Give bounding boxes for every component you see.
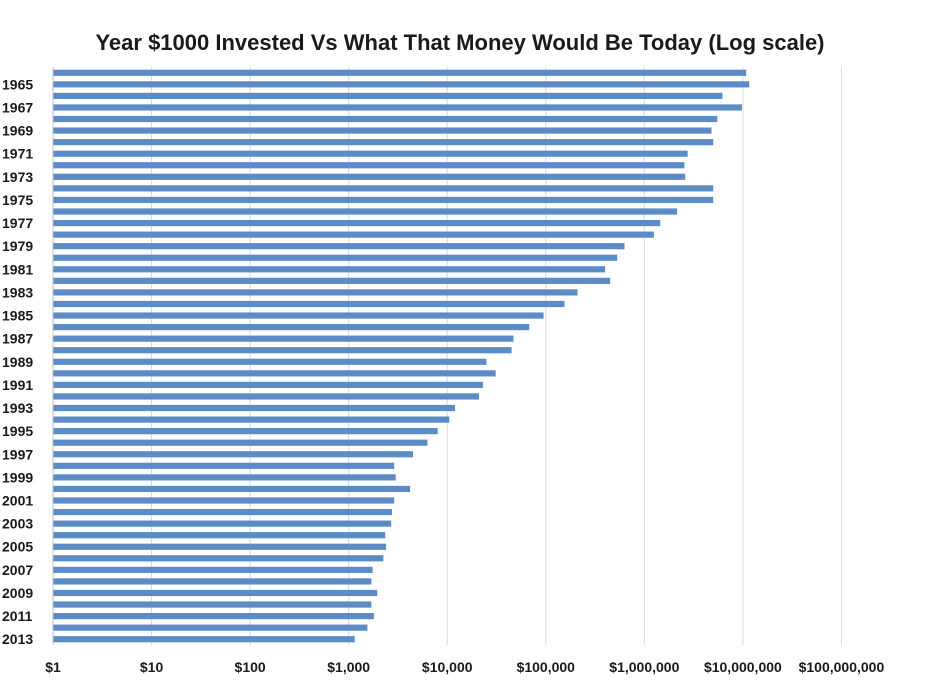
bar-1977 <box>53 219 661 227</box>
bar-1989 <box>53 358 487 365</box>
bar-1980 <box>53 254 618 261</box>
x-tick-label: $10 <box>140 659 164 675</box>
y-tick-label: 1995 <box>2 423 33 439</box>
bar-1997 <box>53 451 414 458</box>
bar-2000 <box>53 485 411 493</box>
bar-1979 <box>53 243 625 250</box>
y-tick-label: 1979 <box>2 238 33 254</box>
bar-1981 <box>53 266 606 273</box>
bar-1964 <box>53 69 747 76</box>
bar-1998 <box>53 462 395 469</box>
y-tick-label: 1991 <box>2 377 33 393</box>
x-tick-label: $100,000 <box>517 659 576 675</box>
bar-1988 <box>53 347 512 354</box>
y-tick-label: 1965 <box>2 76 33 92</box>
y-tick-label: 2001 <box>2 493 33 509</box>
bar-1990 <box>53 370 496 377</box>
bar-1974 <box>53 185 714 192</box>
y-tick-label: 2007 <box>2 562 33 578</box>
y-tick-label: 1985 <box>2 308 33 324</box>
y-tick-label: 2003 <box>2 516 33 532</box>
y-tick-label: 1977 <box>2 215 33 231</box>
bar-2012 <box>53 624 368 631</box>
bar-1995 <box>53 428 438 435</box>
bar-2008 <box>53 578 372 585</box>
bar-1975 <box>53 196 714 204</box>
bar-1978 <box>53 231 654 238</box>
y-tick-label: 2013 <box>2 631 33 647</box>
y-tick-label: 1993 <box>2 400 33 416</box>
bar-1970 <box>53 139 714 146</box>
bar-2001 <box>53 497 395 504</box>
x-tick-label: $100,000,000 <box>799 659 885 675</box>
bar-1966 <box>53 92 723 99</box>
bar-1996 <box>53 439 428 446</box>
bar-1991 <box>53 381 483 388</box>
bar-1973 <box>53 173 686 180</box>
bar-1993 <box>53 404 456 412</box>
y-tick-label: 1981 <box>2 261 33 277</box>
bar-2009 <box>53 589 378 597</box>
y-tick-label: 1989 <box>2 354 33 370</box>
y-tick-label: 1971 <box>2 146 33 162</box>
bar-1986 <box>53 324 530 331</box>
bar-1984 <box>53 300 565 308</box>
bar-1968 <box>53 115 718 123</box>
x-axis-labels: $1 $10 $100 $1,000 $10,000 $100,000 $1,000,000… <box>45 659 884 675</box>
bar-2002 <box>53 508 392 516</box>
y-tick-label: 2005 <box>2 539 33 555</box>
y-tick-label: 1983 <box>2 284 33 300</box>
bar-2007 <box>53 566 373 573</box>
bar-1972 <box>53 162 685 169</box>
y-tick-label: 2011 <box>2 608 33 624</box>
y-tick-label: 1975 <box>2 192 33 208</box>
y-tick-label: 1967 <box>2 99 33 115</box>
bar-2010 <box>53 601 372 608</box>
bar-1992 <box>53 393 479 400</box>
bar-2006 <box>53 555 384 562</box>
bar-1976 <box>53 208 678 215</box>
bar-1999 <box>53 474 396 481</box>
y-tick-label: 1997 <box>2 446 33 462</box>
x-tick-label: $100 <box>235 659 266 675</box>
bar-1994 <box>53 416 450 423</box>
x-tick-label: $1,000 <box>327 659 370 675</box>
bar-2013 <box>53 636 355 643</box>
y-tick-label: 1973 <box>2 169 33 185</box>
bar-2005 <box>53 543 387 550</box>
x-tick-label: $1,000,000 <box>609 659 679 675</box>
x-tick-label: $1 <box>45 659 61 675</box>
bar-1967 <box>53 104 743 111</box>
y-axis-labels: 1965 1967 1969 1971 1973 1975 1977 1979 1981 1983… <box>2 76 33 647</box>
x-tick-label: $10,000 <box>422 659 473 675</box>
bar-1982 <box>53 277 611 284</box>
bar-1969 <box>53 127 712 134</box>
bar-2004 <box>53 532 386 539</box>
y-tick-label: 2009 <box>2 585 33 601</box>
y-tick-label: 1999 <box>2 469 33 485</box>
bar-1985 <box>53 312 544 319</box>
bar-1987 <box>53 335 514 342</box>
bar-1965 <box>53 81 750 88</box>
bar-1983 <box>53 289 578 296</box>
bar-1971 <box>53 150 688 157</box>
bar-2003 <box>53 520 392 527</box>
x-tick-label: $10,000,000 <box>704 659 782 675</box>
chart-title: Year $1000 Invested Vs What That Money W… <box>95 30 824 55</box>
bars <box>53 69 750 643</box>
y-tick-label: 1987 <box>2 331 33 347</box>
bar-2011 <box>53 613 374 620</box>
y-tick-label: 1969 <box>2 123 33 139</box>
